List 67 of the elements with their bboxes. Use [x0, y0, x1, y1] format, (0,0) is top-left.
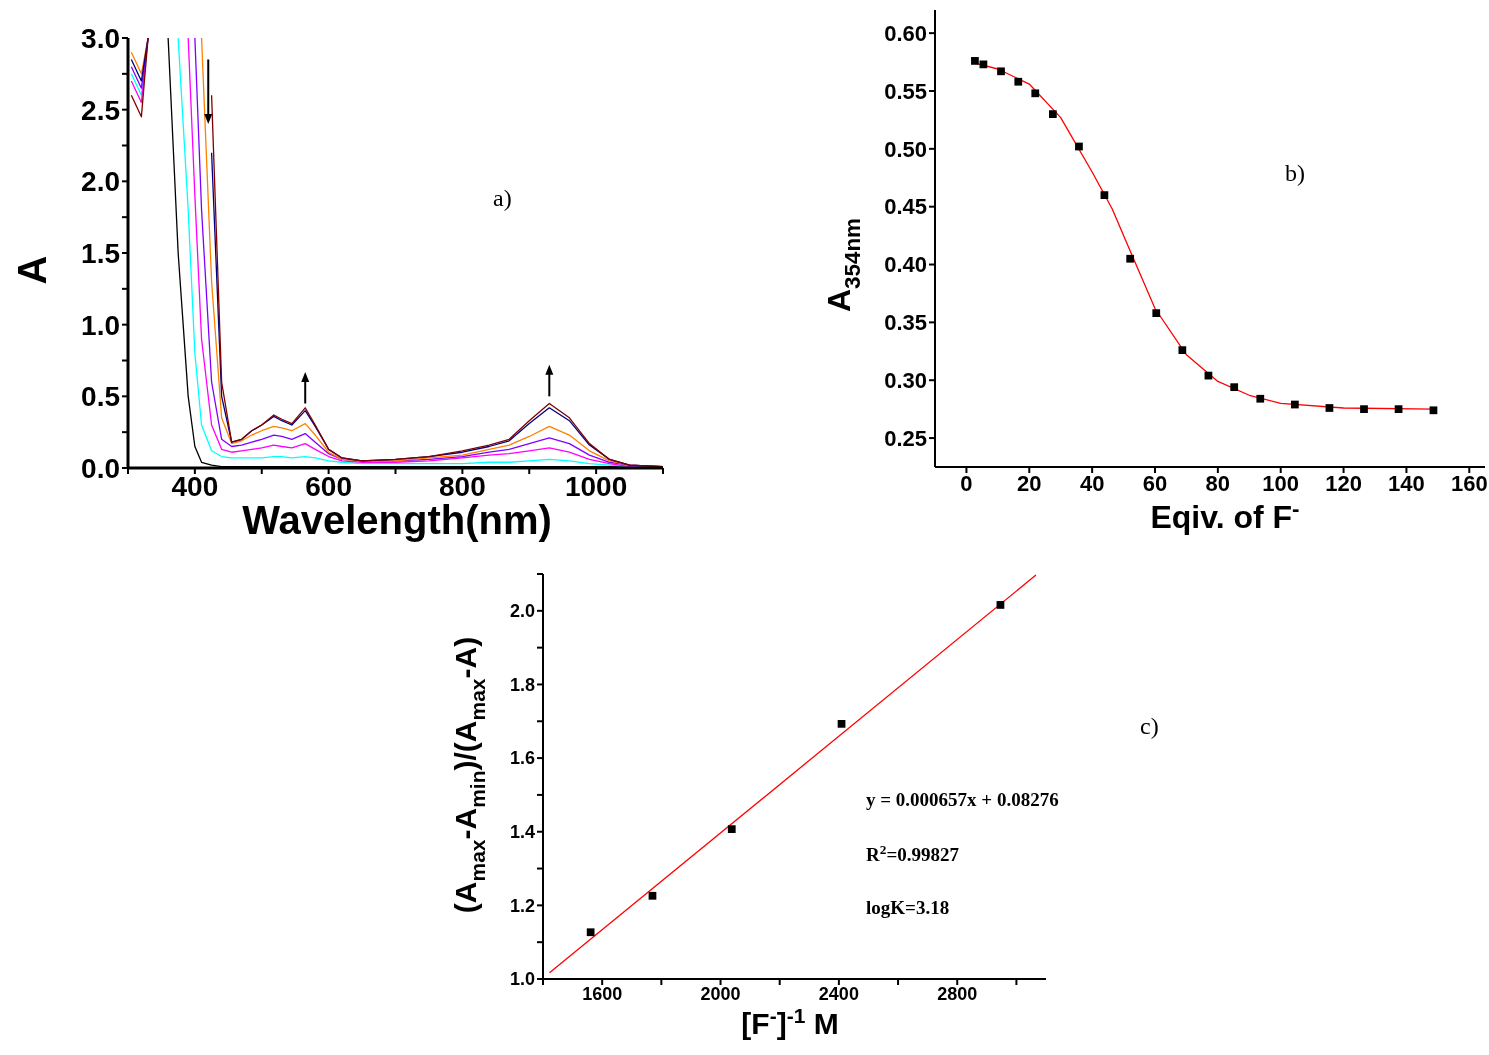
point [1429, 406, 1438, 415]
x-tick-label: 1000 [564, 470, 628, 502]
text: c) [1140, 713, 1159, 739]
x-tick-label: 100 [1262, 470, 1300, 496]
x-tick-label: 2400 [818, 983, 859, 1004]
annotation: y = 0.000657x + 0.08276 [866, 789, 1059, 810]
x-tick-label: 140 [1388, 470, 1425, 496]
point [971, 57, 979, 65]
point [1230, 383, 1239, 392]
x-tick-label: 400 [171, 470, 219, 502]
x-tick-label: 0 [960, 470, 973, 496]
annotation: b) [1285, 160, 1305, 186]
x-tick-label: 2800 [937, 983, 978, 1004]
y-tick-label: 3.0 [81, 22, 120, 54]
x-tick-label: 20 [1017, 470, 1042, 496]
point [996, 601, 1005, 609]
y-tick-label: 0.55 [884, 78, 927, 104]
point [1290, 400, 1299, 409]
annotation: R$^{2}$=0.99827 [866, 841, 960, 865]
y-tick-label: 2.0 [509, 601, 535, 622]
x-tick-label: 60 [1142, 470, 1168, 496]
y-tick-label: 0.60 [884, 20, 927, 46]
y-tick-label: 0.35 [884, 310, 927, 336]
y-tick-label: 0.40 [884, 252, 927, 278]
point [1048, 110, 1057, 118]
point [1126, 254, 1135, 263]
y-tick-label: 0.5 [81, 381, 120, 413]
x-tick-label: 160 [1450, 470, 1488, 496]
y-tick-label: 2.0 [81, 166, 120, 198]
y-tick-label: 1.0 [509, 969, 535, 990]
y-tick-label: 1.0 [81, 309, 120, 341]
x-tick-label: 40 [1079, 470, 1105, 496]
point [1394, 405, 1403, 414]
x-tick-label: 80 [1205, 470, 1231, 496]
y-axis-title: A [9, 255, 54, 285]
point [1014, 77, 1023, 86]
y-tick-label: 0.30 [884, 368, 927, 394]
y-tick-label: 0.50 [884, 136, 927, 162]
annotation: logK=3.18 [866, 897, 950, 918]
x-tick-label: 2000 [700, 983, 741, 1004]
point [1256, 394, 1265, 403]
point [1031, 89, 1040, 98]
y-tick-label: 1.8 [509, 674, 535, 695]
point [1075, 142, 1083, 151]
y-tick-label: 2.5 [81, 94, 120, 126]
y-tick-label: 0.0 [81, 452, 120, 484]
point [997, 67, 1005, 76]
x-axis-title: Eqiv. of F$^{-}$ [1150, 495, 1300, 535]
point [837, 719, 846, 728]
point [1178, 346, 1187, 355]
y-tick-label: 0.45 [884, 194, 927, 220]
point [1325, 404, 1334, 412]
point [1100, 191, 1109, 199]
y-tick-label: 1.6 [509, 748, 535, 769]
annotation: a) [493, 185, 512, 211]
point [1360, 405, 1368, 414]
x-tick-label: 1600 [582, 983, 623, 1004]
y-tick-label: 1.4 [509, 822, 535, 843]
point [586, 928, 595, 937]
point [648, 891, 657, 900]
point [1152, 309, 1161, 317]
y-tick-label: 0.25 [884, 425, 927, 451]
x-tick-label: 120 [1325, 470, 1362, 496]
y-tick-label: 1.5 [81, 237, 120, 269]
point [727, 825, 736, 834]
x-axis-title: [F$^{-}$]$^{-1}$ M [741, 1003, 839, 1040]
y-tick-label: 1.2 [509, 895, 535, 916]
